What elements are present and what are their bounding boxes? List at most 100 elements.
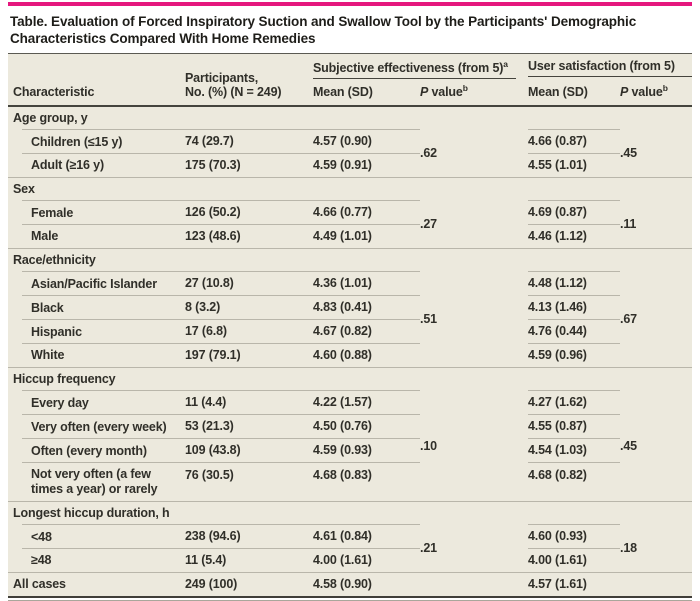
sat-p-value-header: P valueb	[620, 79, 692, 108]
section-label: Age group, y	[8, 107, 185, 131]
demographics-table: Characteristic Participants, No. (%) (N =…	[8, 53, 692, 599]
row-characteristic: Adult (≥16 y)	[31, 158, 104, 173]
table-row: <48 238 (94.6) 4.61 (0.84) .21 4.60 (0.9…	[8, 525, 692, 555]
table-row: Very often (every week) 53 (21.3) 4.50 (…	[8, 415, 692, 440]
cell-sat-mean: 4.13 (1.46)	[528, 296, 620, 321]
section-row: Sex	[8, 177, 692, 202]
cell-sat-mean: 4.76 (0.44)	[528, 320, 620, 345]
section-label: Longest hiccup duration, h	[8, 501, 185, 526]
cell-participants: 238 (94.6)	[185, 525, 313, 550]
row-characteristic: Often (every month)	[8, 439, 185, 464]
row-characteristic: Every day	[8, 391, 185, 416]
cell-sat-p: .45	[620, 146, 637, 161]
cell-participants: 8 (3.2)	[185, 296, 313, 321]
cell-participants: 74 (29.7)	[185, 130, 313, 155]
journal-table-figure: Table. Evaluation of Forced Inspiratory …	[8, 2, 692, 601]
cell-eff-p: .27	[420, 217, 437, 232]
cell-eff-mean: 4.36 (1.01)	[313, 272, 420, 297]
cell-eff-mean: 4.59 (0.91)	[313, 158, 372, 173]
section-label: Race/ethnicity	[8, 248, 185, 273]
participants-header: Participants, No. (%) (N = 249)	[185, 54, 313, 108]
cell-eff-p: .51	[420, 312, 437, 327]
sat-mean-sd-header: Mean (SD)	[528, 79, 620, 108]
cell-eff-mean: 4.67 (0.82)	[313, 320, 420, 345]
table-title: Table. Evaluation of Forced Inspiratory …	[10, 14, 637, 46]
cell-eff-p: .10	[420, 438, 437, 453]
cell-participants: 27 (10.8)	[185, 272, 313, 297]
table-row: ≥48 11 (5.4) 4.00 (1.61) 4.00 (1.61)	[8, 549, 692, 572]
table-row: Children (≤15 y) 74 (29.7) 4.57 (0.90) .…	[8, 130, 692, 160]
cell-eff-mean: 4.68 (0.83)	[313, 468, 372, 483]
all-cases-row: All cases 249 (100) 4.58 (0.90) 4.57 (1.…	[8, 572, 692, 596]
table-row: Not very often (a few times a year) or r…	[8, 463, 692, 501]
cell-sat-p: .45	[620, 438, 637, 453]
table-row: Hispanic 17 (6.8) 4.67 (0.82) 4.76 (0.44…	[8, 320, 692, 345]
section-label: Hiccup frequency	[8, 367, 185, 392]
section-row: Age group, y	[8, 107, 692, 131]
eff-p-value-header: P valueb	[420, 79, 528, 108]
row-characteristic: Hispanic	[8, 320, 185, 345]
row-characteristic: All cases	[8, 572, 185, 596]
table-row: Every day 11 (4.4) 4.22 (1.57) .10 4.27 …	[8, 391, 692, 453]
table-row: Male 123 (48.6) 4.49 (1.01) 4.46 (1.12)	[8, 225, 692, 248]
section-row: Race/ethnicity	[8, 248, 692, 273]
row-characteristic: Very often (every week)	[8, 415, 185, 440]
cell-participants: 123 (48.6)	[185, 229, 241, 244]
cell-sat-mean: 4.66 (0.87)	[528, 130, 620, 155]
row-characteristic: Black	[8, 296, 185, 321]
row-characteristic: White	[31, 348, 65, 363]
cell-sat-mean: 4.60 (0.93)	[528, 525, 620, 550]
cell-participants: 249 (100)	[185, 572, 313, 596]
cell-eff-mean: 4.61 (0.84)	[313, 525, 420, 550]
characteristic-header: Characteristic	[8, 54, 185, 108]
table-row: Adult (≥16 y) 175 (70.3) 4.59 (0.91) 4.5…	[8, 154, 692, 177]
header-sub-row: Mean (SD) P valueb Mean (SD) P valueb	[8, 79, 692, 108]
section-label: Sex	[8, 177, 185, 202]
row-characteristic: Male	[31, 229, 59, 244]
cell-eff-mean: 4.58 (0.90)	[313, 572, 420, 596]
cell-sat-mean: 4.57 (1.61)	[528, 572, 620, 596]
cell-participants: 126 (50.2)	[185, 201, 313, 226]
satisfaction-group-header: User satisfaction (from 5)	[528, 54, 692, 79]
table-row: Black 8 (3.2) 4.83 (0.41) 4.13 (1.46)	[8, 296, 692, 321]
cell-sat-mean: 4.46 (1.12)	[528, 229, 587, 244]
table-row: Often (every month) 109 (43.8) 4.59 (0.9…	[8, 439, 692, 464]
cell-participants: 53 (21.3)	[185, 415, 313, 440]
cell-sat-mean: 4.00 (1.61)	[528, 553, 587, 568]
cell-eff-p: .62	[420, 146, 437, 161]
cell-sat-mean: 4.55 (1.01)	[528, 158, 587, 173]
cell-eff-mean: 4.00 (1.61)	[313, 553, 372, 568]
row-characteristic: Not very often (a few times a year) or r…	[31, 467, 158, 497]
row-characteristic: ≥48	[31, 553, 52, 568]
row-characteristic: Asian/Pacific Islander	[8, 272, 185, 297]
cell-participants: 17 (6.8)	[185, 320, 313, 345]
row-characteristic: Female	[8, 201, 185, 226]
cell-sat-mean: 4.55 (0.87)	[528, 415, 620, 440]
cell-sat-mean: 4.54 (1.03)	[528, 439, 620, 464]
cell-eff-mean: 4.59 (0.93)	[313, 439, 420, 464]
cell-participants: 109 (43.8)	[185, 439, 313, 464]
cell-sat-p: .67	[620, 312, 637, 327]
cell-eff-mean: 4.66 (0.77)	[313, 201, 420, 226]
section-row: Hiccup frequency	[8, 367, 692, 392]
table-row: White 197 (79.1) 4.60 (0.88) 4.59 (0.96)	[8, 344, 692, 367]
cell-eff-mean: 4.57 (0.90)	[313, 130, 420, 155]
cell-sat-mean: 4.59 (0.96)	[528, 348, 587, 363]
cell-sat-mean: 4.69 (0.87)	[528, 201, 620, 226]
row-characteristic: <48	[8, 525, 185, 550]
cell-sat-mean: 4.68 (0.82)	[528, 468, 587, 483]
cell-sat-p: .11	[620, 217, 637, 232]
cell-sat-mean: 4.27 (1.62)	[528, 391, 620, 416]
row-characteristic: Children (≤15 y)	[8, 130, 185, 155]
header-spanner-row: Characteristic Participants, No. (%) (N =…	[8, 54, 692, 108]
cell-eff-mean: 4.60 (0.88)	[313, 348, 372, 363]
cell-eff-p: .21	[420, 541, 437, 556]
table-wrap: Characteristic Participants, No. (%) (N =…	[8, 53, 692, 601]
eff-mean-sd-header: Mean (SD)	[313, 79, 420, 108]
table-row: Asian/Pacific Islander 27 (10.8) 4.36 (1…	[8, 272, 692, 326]
section-row: Longest hiccup duration, h	[8, 501, 692, 526]
cell-eff-mean: 4.83 (0.41)	[313, 296, 420, 321]
cell-eff-mean: 4.49 (1.01)	[313, 229, 372, 244]
cell-participants: 11 (5.4)	[185, 553, 227, 568]
effectiveness-group-header: Subjective effectiveness (from 5)a	[313, 54, 528, 80]
